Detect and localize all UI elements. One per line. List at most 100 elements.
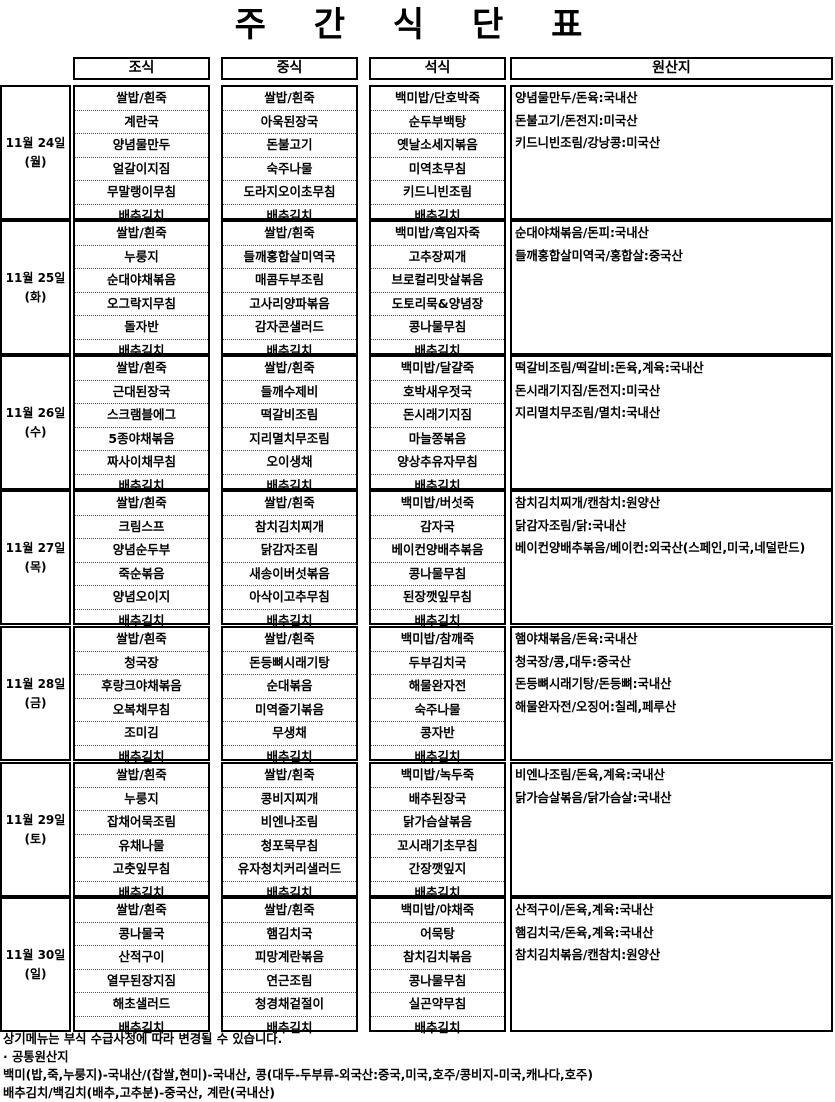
origin-item: 순대야채볶음/돈피:국내산 [515, 226, 649, 240]
menu-item: 꼬시래기초무침 [371, 835, 504, 858]
breakfast-cell: 쌀밥/흰죽 크림스프 양념순두부 죽순볶음 양념오이지 배추김치 [73, 490, 210, 628]
menu-item: 배추김치 [414, 748, 461, 764]
lunch-cell: 쌀밥/흰죽 들깨홍합살미역국 매콤두부조림 고사리양파볶음 감자콘샐러드 배추김치 [221, 220, 358, 358]
date-text: 11월 24일 [5, 135, 66, 150]
header-origin: 원산지 [510, 57, 833, 80]
lunch-cell: 쌀밥/흰죽 햄김치국 피망계란볶음 연근조림 청경채겉절이 배추김치 [221, 897, 358, 1035]
menu-item: 쌀밥/흰죽 [223, 899, 356, 923]
menu-item: 쌀밥/흰죽 [223, 87, 356, 111]
menu-item: 청국장 [75, 652, 208, 675]
date-cell: 11월 24일 (월) [0, 85, 71, 220]
menu-item: 참치김치볶음 [371, 946, 504, 970]
page-title: 주 간 식 단 표 [234, 5, 601, 45]
weekday-text: (월) [24, 154, 47, 169]
menu-item: 쌀밥/흰죽 [75, 357, 208, 381]
menu-item: 옛날소세지볶음 [371, 134, 504, 158]
menu-item: 백미밥/버섯죽 [371, 492, 504, 516]
lunch-cell: 쌀밥/흰죽 참치김치찌개 닭감자조림 새송이버섯볶음 아삭이고추무침 배추김치 [221, 490, 358, 628]
menu-item: 쌀밥/흰죽 [223, 357, 356, 381]
menu-item: 피망계란볶음 [223, 946, 356, 970]
menu-item: 실곤약무침 [371, 993, 504, 1017]
date-cell: 11월 30일 (일) [0, 897, 71, 1032]
origin-cell: 떡갈비조림/떡갈비:돈육,계육:국내산 돈시래기지짐/돈전지:미국산 지리멸치무조림… [510, 355, 833, 490]
menu-item: 오복채무침 [75, 699, 208, 722]
menu-item: 무말랭이무침 [75, 181, 208, 205]
origin-item: 양념물만두/돈육:국내산 [515, 91, 638, 105]
dinner-cell: 백미밥/녹두죽 배추된장국 닭가슴살볶음 꼬시래기초무침 간장깻잎지 배추김치 [369, 762, 506, 900]
header-dinner: 석식 [369, 57, 506, 80]
menu-item: 베이컨양배추볶음 [371, 539, 504, 563]
menu-item: 배추김치 [414, 342, 461, 358]
menu-item: 쌀밥/흰죽 [223, 492, 356, 516]
menu-item: 숙주나물 [223, 158, 356, 181]
menu-item: 들깨홍합살미역국 [223, 246, 356, 269]
menu-item: 배추김치 [266, 342, 313, 358]
menu-item: 배추김치 [118, 1019, 165, 1035]
menu-item: 양념오이지 [75, 586, 208, 610]
menu-item: 간장깻잎지 [371, 858, 504, 882]
menu-item: 백미밥/달걀죽 [371, 357, 504, 381]
date-cell: 11월 25일 (화) [0, 220, 71, 355]
menu-item: 오이생채 [223, 451, 356, 475]
date-cell: 11월 27일 (목) [0, 490, 71, 625]
dinner-cell: 백미밥/야채죽 어묵탕 참치김치볶음 콩나물무침 실곤약무침 배추김치 [369, 897, 506, 1035]
menu-item: 양념순두부 [75, 539, 208, 563]
header-lunch: 중식 [221, 57, 358, 80]
weekday-text: (화) [24, 289, 47, 304]
origin-item: 닭감자조림/닭:국내산 [515, 518, 627, 533]
menu-item: 호박새우젓국 [371, 381, 504, 404]
origin-cell: 참치김치찌개/캔참치:원양산 닭감자조림/닭:국내산 베이컨양배추볶음/베이컨:외국… [510, 490, 833, 625]
menu-item: 고사리양파볶음 [223, 293, 356, 316]
menu-item: 두부김치국 [371, 652, 504, 675]
menu-item: 배추김치 [118, 207, 165, 223]
menu-item: 아삭이고추무침 [223, 586, 356, 610]
menu-item: 크림스프 [75, 516, 208, 539]
menu-item: 열무된장지짐 [75, 970, 208, 993]
origin-item: 햄김치국/돈육,계육:국내산 [515, 925, 654, 940]
date-text: 11월 29일 [5, 812, 66, 827]
weekday-text: (일) [24, 966, 47, 981]
menu-item: 배추김치 [118, 884, 165, 900]
menu-item: 쌀밥/흰죽 [223, 764, 356, 788]
menu-item: 미역초무침 [371, 158, 504, 181]
menu-item: 참치김치찌개 [223, 516, 356, 539]
footer-note: 상기메뉴는 부식 수급사정에 따라 변경될 수 있습니다. [3, 1032, 283, 1046]
menu-item: 쌀밥/흰죽 [75, 628, 208, 652]
menu-item: 닭감자조림 [223, 539, 356, 563]
menu-item: 오그락지무침 [75, 293, 208, 316]
menu-item: 백미밥/참깨죽 [371, 628, 504, 652]
lunch-cell: 쌀밥/흰죽 콩비지찌개 비엔나조림 청포묵무침 유자청치커리샐러드 배추김치 [221, 762, 358, 900]
menu-item: 지리멸치무조림 [223, 428, 356, 451]
menu-item: 돈시래기지짐 [371, 404, 504, 428]
dinner-cell: 백미밥/참깨죽 두부김치국 해물완자전 숙주나물 콩자반 배추김치 [369, 626, 506, 764]
menu-item: 새송이버섯볶음 [223, 563, 356, 586]
origin-item: 돈등뼈시래기탕/돈등뼈:국내산 [515, 677, 672, 691]
menu-item: 누룽지 [75, 246, 208, 269]
date-text: 11월 25일 [5, 270, 66, 285]
menu-item: 도라지오이초무침 [223, 181, 356, 205]
weekday-text: (수) [24, 424, 47, 439]
menu-item: 돈불고기 [223, 134, 356, 158]
menu-item: 무생채 [223, 722, 356, 746]
menu-item: 배추김치 [118, 477, 165, 493]
menu-item: 돌자반 [75, 316, 208, 340]
menu-item: 죽순볶음 [75, 563, 208, 586]
origin-item: 참치김치볶음/캔참치:원양산 [515, 948, 661, 962]
origin-item: 산적구이/돈육,계육:국내산 [515, 903, 654, 917]
menu-item: 미역줄기볶음 [223, 699, 356, 722]
menu-item: 닭가슴살볶음 [371, 811, 504, 835]
menu-item: 짜사이채무침 [75, 451, 208, 475]
menu-item: 잡채어묵조림 [75, 811, 208, 835]
origin-item: 떡갈비조림/떡갈비:돈육,계육:국내산 [515, 361, 704, 375]
menu-item: 순대볶음 [223, 675, 356, 699]
menu-item: 들깨수제비 [223, 381, 356, 404]
menu-item: 고추장찌개 [371, 246, 504, 269]
menu-item: 배추김치 [414, 207, 461, 223]
menu-item: 감자국 [371, 516, 504, 539]
date-cell: 11월 29일 (토) [0, 762, 71, 897]
menu-item: 얼갈이지짐 [75, 158, 208, 181]
menu-item: 떡갈비조림 [223, 404, 356, 428]
origin-item: 해물완자전/오징어:칠레,페루산 [515, 699, 677, 714]
date-text: 11월 27일 [5, 540, 66, 555]
origin-cell: 양념물만두/돈육:국내산 돈불고기/돈전지:미국산 키드니빈조림/강낭콩:미국산 [510, 85, 833, 220]
